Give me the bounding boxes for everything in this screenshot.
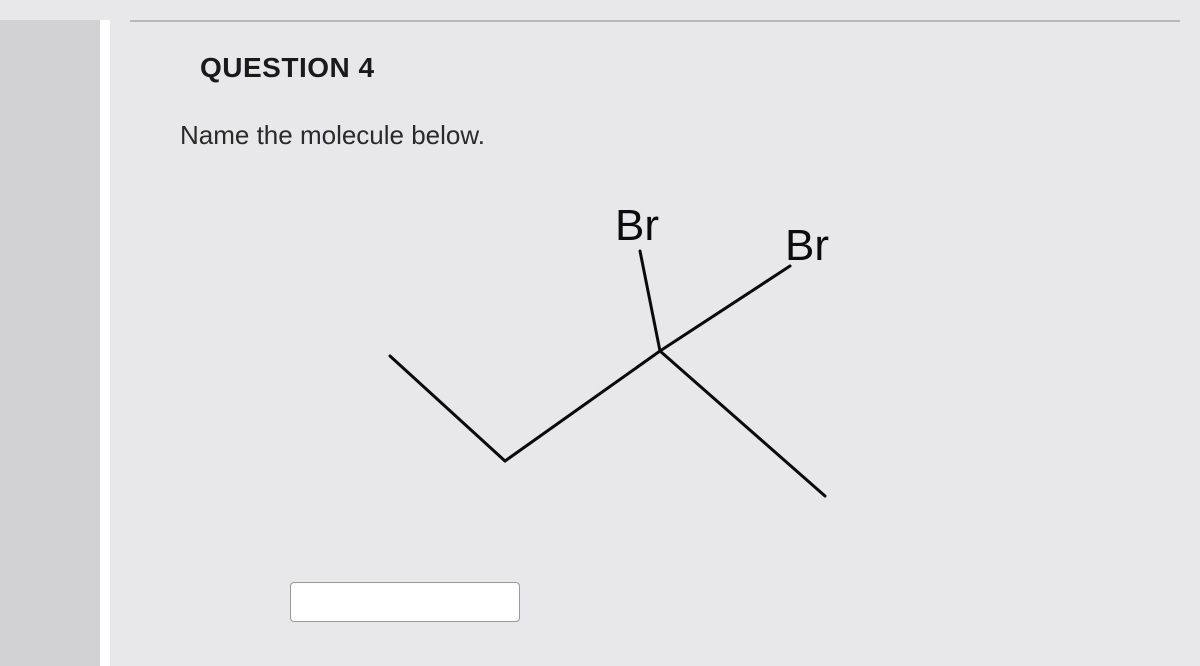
- left-gutter-edge: [100, 20, 110, 666]
- bond-line: [390, 356, 505, 461]
- bond-line: [660, 351, 825, 496]
- left-gutter: [0, 20, 100, 666]
- molecule-diagram: Br Br: [270, 161, 970, 521]
- bond-line: [640, 251, 660, 351]
- bond-group: [390, 251, 825, 496]
- question-card: QUESTION 4 Name the molecule below. Br Br: [130, 20, 1180, 640]
- question-heading: QUESTION 4: [200, 52, 1160, 84]
- page: QUESTION 4 Name the molecule below. Br Br: [0, 20, 1200, 666]
- atom-label: Br: [785, 221, 829, 271]
- atom-label: Br: [615, 201, 659, 251]
- bond-line: [660, 266, 790, 351]
- question-prompt: Name the molecule below.: [180, 120, 1160, 151]
- bond-line: [505, 351, 660, 461]
- answer-input[interactable]: [290, 582, 520, 622]
